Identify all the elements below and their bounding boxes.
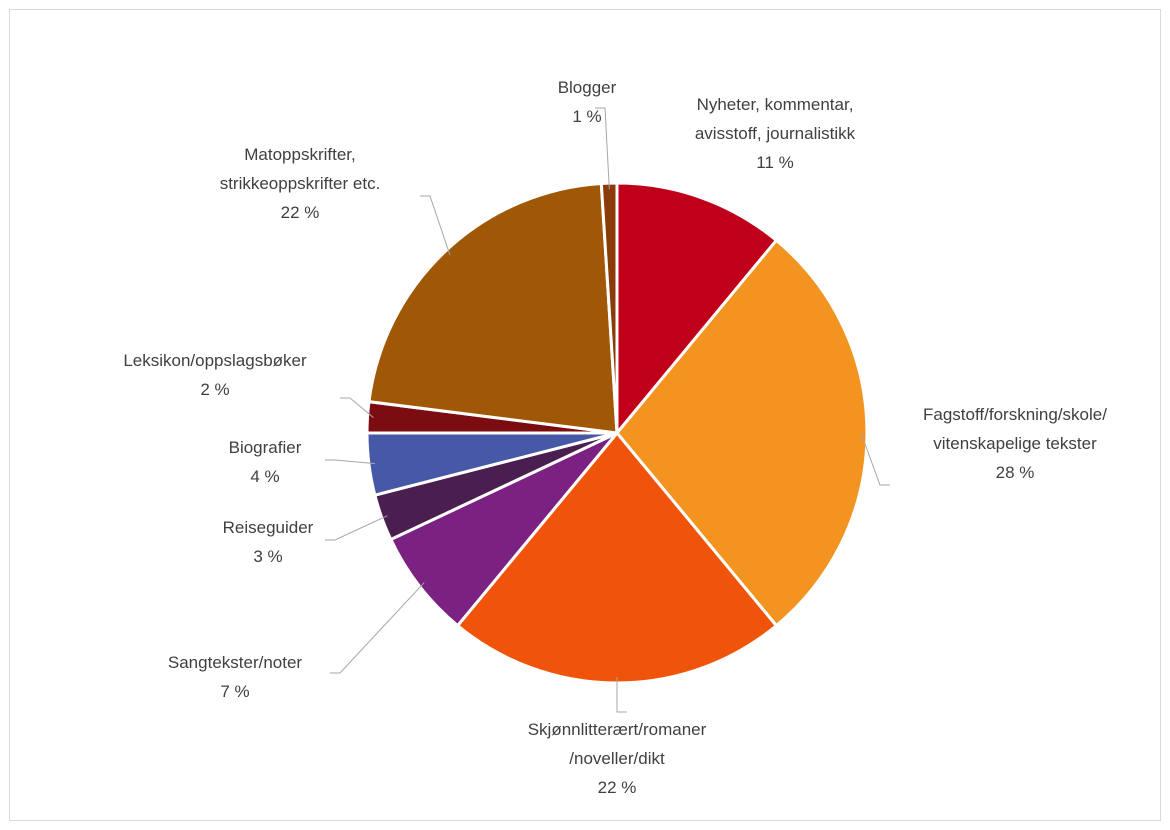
category-label: Sangtekster/noter bbox=[168, 653, 303, 672]
value-label: 4 % bbox=[250, 467, 279, 486]
value-label: 3 % bbox=[253, 547, 282, 566]
value-label: 22 % bbox=[598, 778, 637, 797]
pie-slice bbox=[615, 238, 869, 628]
value-label: 28 % bbox=[996, 463, 1035, 482]
leader-line bbox=[340, 397, 374, 419]
category-label: Biografier bbox=[229, 438, 302, 457]
value-label: 2 % bbox=[200, 380, 229, 399]
category-label: Blogger bbox=[558, 78, 617, 97]
label-line: Blogger bbox=[558, 78, 617, 97]
value-label: 11 % bbox=[756, 153, 794, 172]
leader-line bbox=[860, 432, 890, 486]
leader-line bbox=[616, 677, 627, 713]
label-line: avisstoff, journalistikk bbox=[695, 124, 856, 143]
label-line: Fagstoff/forskning/skole/ bbox=[923, 405, 1107, 424]
leader-line bbox=[325, 515, 388, 541]
category-label: Nyheter, kommentar, avisstoff, journalist… bbox=[695, 95, 856, 143]
category-label: Matoppskrifter, strikkeoppskrifter etc. bbox=[220, 145, 381, 193]
label-line: Reiseguider bbox=[223, 518, 314, 537]
value-label: 22 % bbox=[281, 203, 320, 222]
category-label: Reiseguider bbox=[223, 518, 314, 537]
label-line: Biografier bbox=[229, 438, 302, 457]
value-label: 7 % bbox=[220, 682, 249, 701]
category-label: Skjønnlitterært/romaner/noveller/dikt bbox=[528, 720, 707, 768]
leader-line bbox=[420, 195, 451, 256]
pie-slice bbox=[367, 181, 619, 435]
label-line: Skjønnlitterært/romaner bbox=[528, 720, 707, 739]
category-label: Fagstoff/forskning/skole/vitenskapelige … bbox=[923, 405, 1107, 453]
pie-slice bbox=[388, 431, 619, 628]
leader-line bbox=[325, 459, 375, 465]
label-line: strikkeoppskrifter etc. bbox=[220, 174, 381, 193]
label-line: vitenskapelige tekster bbox=[933, 434, 1097, 453]
label-line: /noveller/dikt bbox=[569, 749, 665, 768]
pie-slice bbox=[615, 181, 779, 438]
label-line: Nyheter, kommentar, bbox=[697, 95, 854, 114]
leader-line bbox=[595, 107, 610, 190]
label-line: Leksikon/oppslagsbøker bbox=[123, 351, 307, 370]
label-line: Matoppskrifter, bbox=[244, 145, 356, 164]
value-label: 1 % bbox=[572, 107, 601, 126]
category-label: Leksikon/oppslagsbøker bbox=[123, 351, 307, 370]
label-line: Sangtekster/noter bbox=[168, 653, 303, 672]
leader-line bbox=[330, 582, 425, 674]
